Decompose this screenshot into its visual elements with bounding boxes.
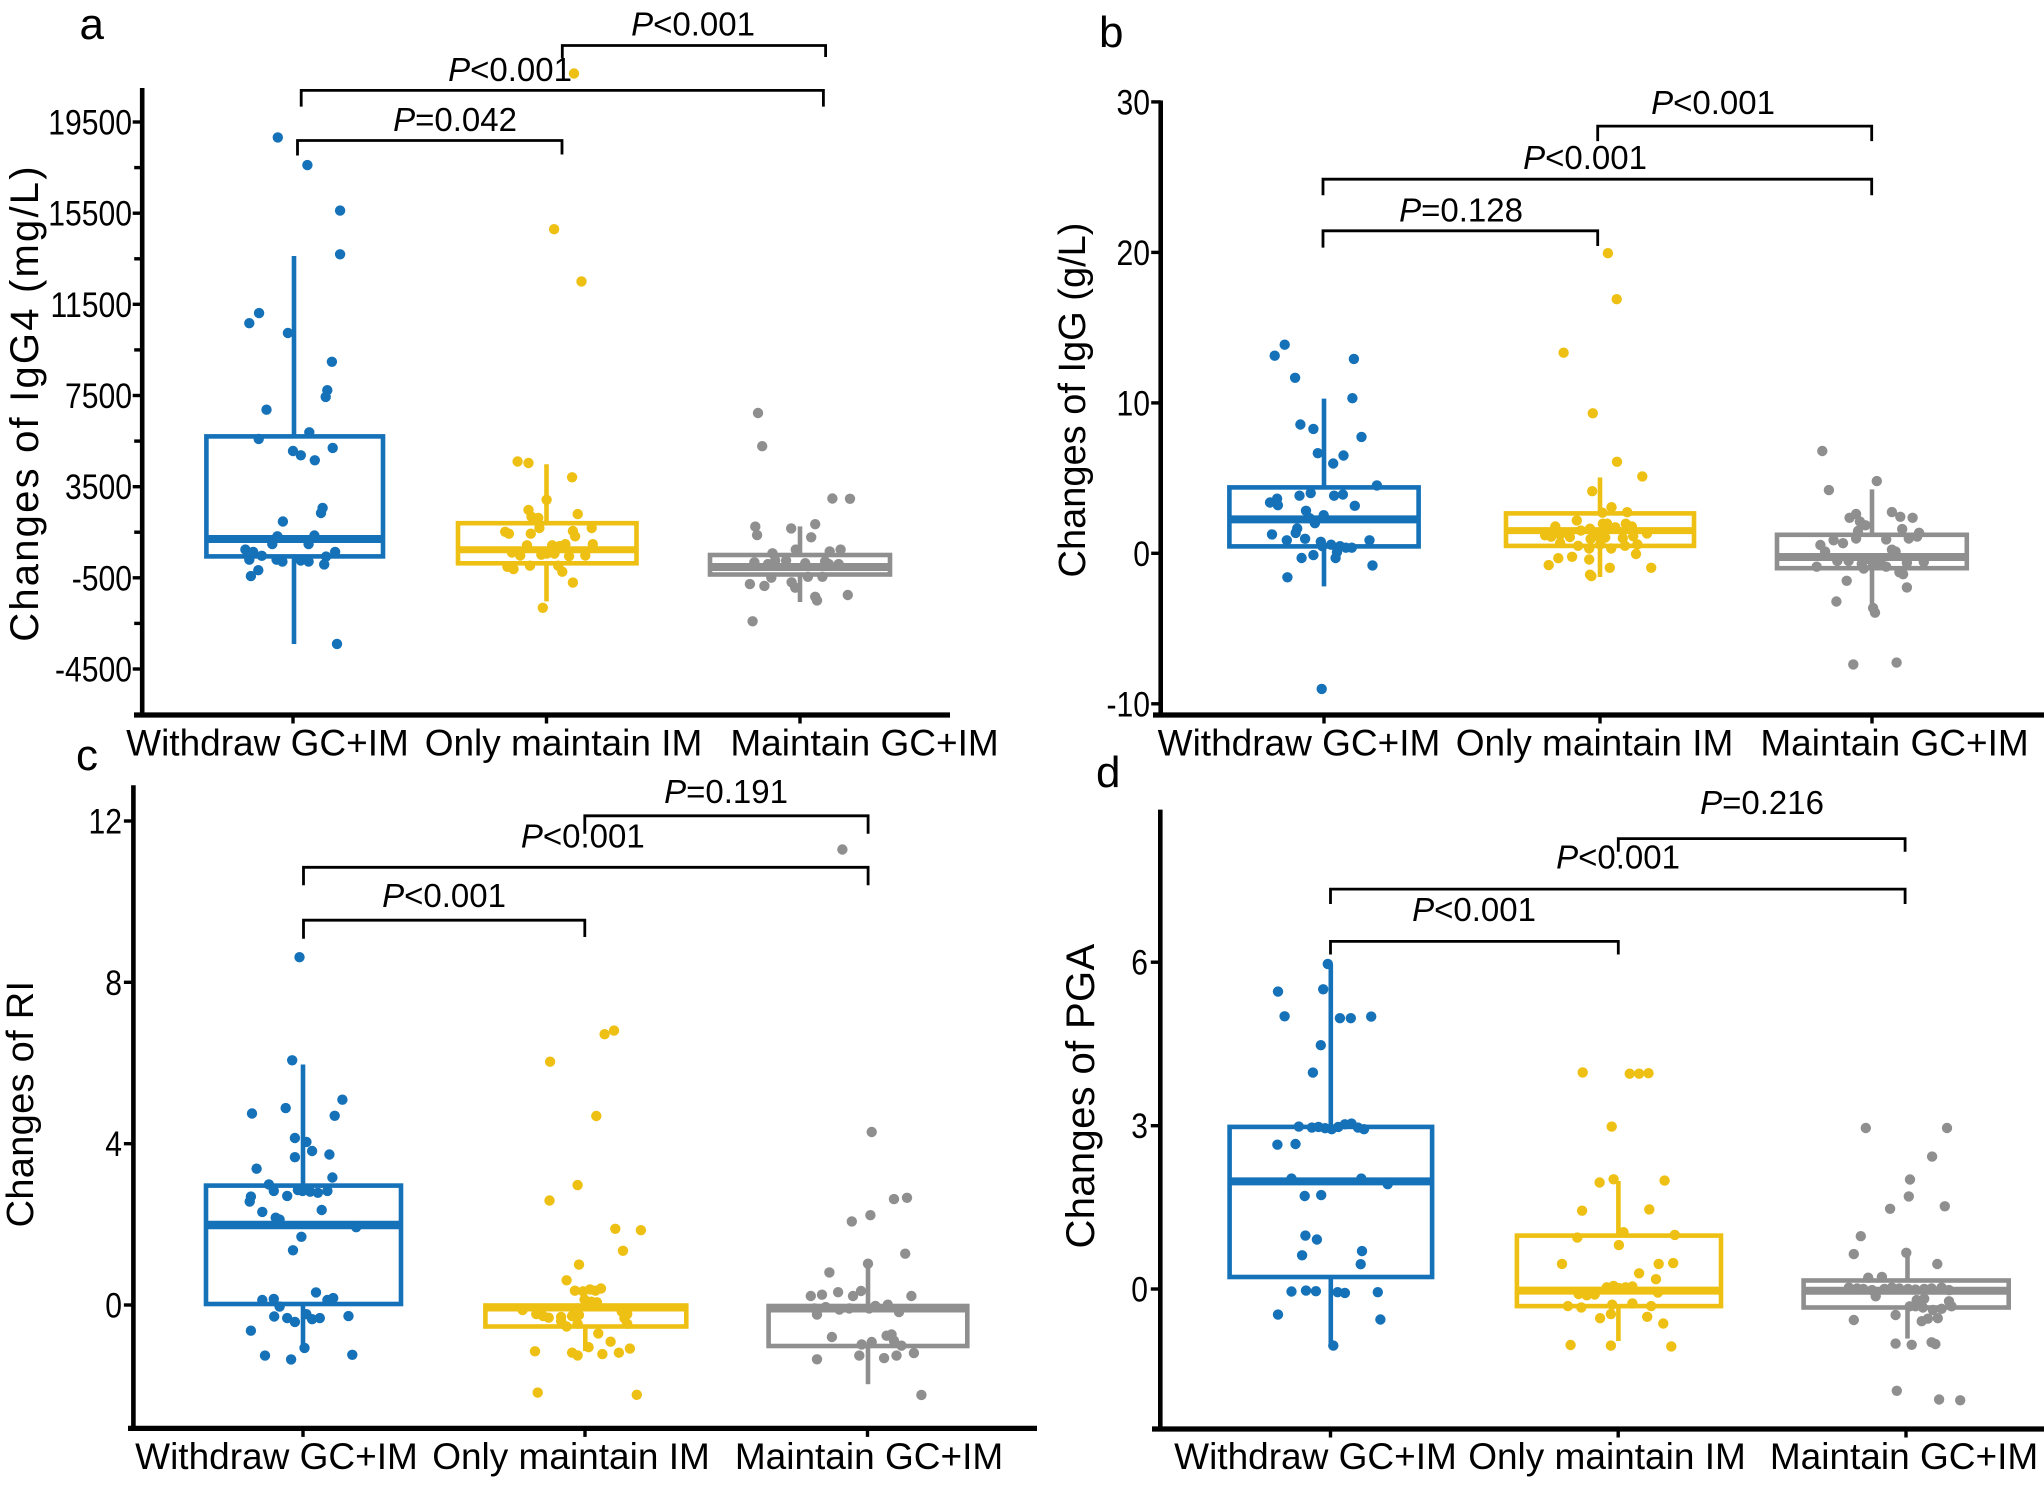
svg-text:Changes of IgG (g/L): Changes of IgG (g/L) [1052,223,1094,578]
svg-text:20: 20 [1117,234,1151,273]
svg-text:11500: 11500 [51,286,133,325]
svg-text:Changes of RI: Changes of RI [0,981,42,1228]
svg-text:6: 6 [1131,944,1148,983]
svg-text:Withdraw GC+IM: Withdraw GC+IM [126,723,409,764]
svg-text:0: 0 [105,1287,122,1326]
svg-text:3: 3 [1131,1107,1148,1146]
svg-text:19500: 19500 [48,104,132,143]
svg-text:7500: 7500 [65,377,132,416]
svg-text:P=0.128: P=0.128 [1399,192,1523,229]
svg-text:d: d [1096,748,1120,797]
svg-text:Withdraw GC+IM: Withdraw GC+IM [135,1436,418,1477]
svg-text:b: b [1099,8,1123,57]
svg-text:4: 4 [105,1125,122,1164]
svg-text:Maintain GC+IM: Maintain GC+IM [730,723,998,764]
svg-text:Only maintain IM: Only maintain IM [425,723,703,764]
svg-text:Withdraw GC+IM: Withdraw GC+IM [1158,723,1441,764]
svg-text:P=0.042: P=0.042 [393,101,517,138]
svg-text:Withdraw GC+IM: Withdraw GC+IM [1174,1436,1457,1477]
svg-text:-10: -10 [1107,685,1151,724]
svg-text:a: a [80,0,105,49]
svg-text:Maintain GC+IM: Maintain GC+IM [735,1436,1003,1477]
svg-text:Only maintain IM: Only maintain IM [1456,723,1734,764]
svg-text:12: 12 [89,803,123,842]
svg-text:c: c [76,731,98,780]
svg-text:P<0.001: P<0.001 [1412,891,1536,928]
svg-text:P<0.001: P<0.001 [631,6,755,43]
svg-text:0: 0 [1131,1271,1148,1310]
svg-text:15500: 15500 [48,195,132,234]
svg-text:P<0.001: P<0.001 [382,877,506,914]
svg-text:-4500: -4500 [55,651,132,690]
svg-text:8: 8 [105,964,122,1003]
svg-text:P=0.191: P=0.191 [664,773,788,810]
svg-text:Only maintain IM: Only maintain IM [1468,1436,1746,1477]
svg-text:0: 0 [1133,535,1150,574]
svg-text:10: 10 [1117,384,1151,423]
svg-text:3500: 3500 [65,468,132,507]
svg-text:Only maintain IM: Only maintain IM [432,1436,710,1477]
svg-text:Maintain GC+IM: Maintain GC+IM [1760,723,2028,764]
svg-text:-500: -500 [72,559,132,598]
svg-text:P<0.001: P<0.001 [521,818,645,855]
svg-text:Changes of IgG4 (mg/L): Changes of IgG4 (mg/L) [3,164,47,642]
svg-text:Maintain GC+IM: Maintain GC+IM [1770,1436,2038,1477]
svg-text:P<0.001: P<0.001 [1651,84,1775,121]
svg-text:P<0.001: P<0.001 [448,51,572,88]
svg-text:Changes of PGA: Changes of PGA [1059,943,1103,1248]
svg-text:P=0.216: P=0.216 [1700,784,1824,821]
svg-text:30: 30 [1117,83,1151,122]
svg-text:P<0.001: P<0.001 [1523,139,1647,176]
